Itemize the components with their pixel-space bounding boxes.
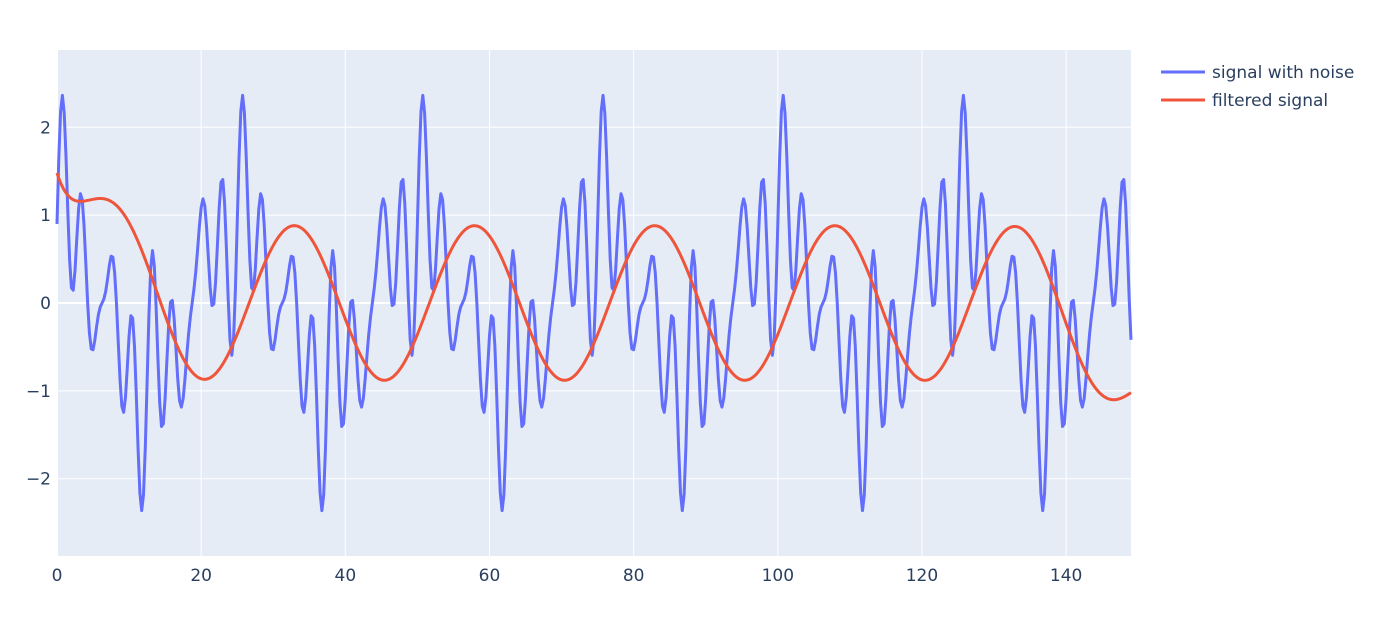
- x-tick-label: 20: [190, 566, 212, 586]
- y-tick-label: 1: [40, 206, 51, 226]
- legend-item-signal-with-noise[interactable]: signal with noise: [1161, 63, 1354, 83]
- y-tick-label: 2: [40, 118, 51, 138]
- y-tick-label: −2: [26, 470, 51, 490]
- legend-label-filtered-signal: filtered signal: [1212, 91, 1328, 111]
- legend[interactable]: signal with noise filtered signal: [1161, 63, 1354, 111]
- x-tick-label: 80: [623, 566, 645, 586]
- y-axis-ticks: −2 −1 0 1 2: [26, 118, 51, 489]
- x-tick-label: 100: [762, 566, 794, 586]
- x-tick-label: 140: [1050, 566, 1082, 586]
- legend-label-signal-with-noise: signal with noise: [1212, 63, 1354, 83]
- series-layer: [55, 93, 1133, 513]
- x-tick-label: 120: [906, 566, 938, 586]
- x-tick-label: 0: [52, 566, 63, 586]
- y-tick-label: −1: [26, 382, 51, 402]
- x-tick-label: 40: [335, 566, 357, 586]
- x-axis-ticks: 0 20 40 60 80 100 120 140: [52, 566, 1083, 586]
- y-tick-label: 0: [40, 294, 51, 314]
- x-tick-label: 60: [479, 566, 501, 586]
- legend-item-filtered-signal[interactable]: filtered signal: [1161, 91, 1328, 111]
- series-line-filtered-signal[interactable]: [55, 172, 1132, 402]
